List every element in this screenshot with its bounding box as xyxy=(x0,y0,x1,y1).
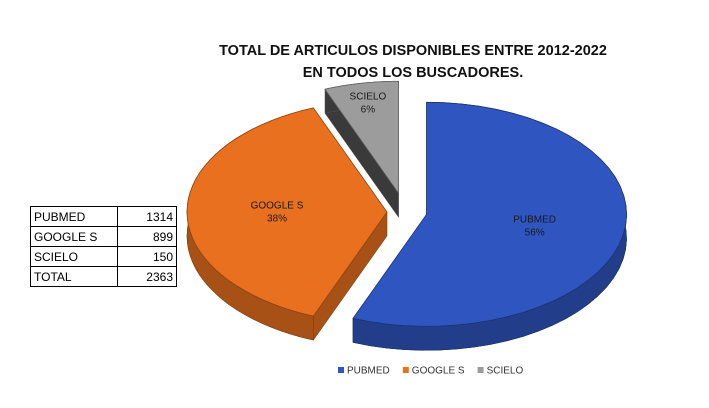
table-cell: 1314 xyxy=(117,206,177,227)
slice xyxy=(352,101,628,327)
table-row: SCIELO 150 xyxy=(30,246,177,267)
legend-label: PUBMED xyxy=(347,366,390,377)
data-table: PUBMED 1314 GOOGLE S 899 SCIELO 150 TOTAL 2363 xyxy=(30,206,177,287)
table-cell: PUBMED xyxy=(30,206,118,227)
slice-category-label: PUBMED xyxy=(513,214,556,225)
legend-swatch xyxy=(338,367,344,373)
slice-value-label: 56% xyxy=(525,227,545,238)
table-row: GOOGLE S 899 xyxy=(30,226,177,247)
table-cell: 899 xyxy=(117,226,177,247)
slice-value-label: 6% xyxy=(361,105,376,116)
table-row: PUBMED 1314 xyxy=(30,206,177,227)
legend-swatch xyxy=(402,367,409,373)
slice xyxy=(324,80,399,195)
slice xyxy=(186,107,388,317)
slice-category-label: GOOGLE S xyxy=(251,201,304,212)
table-row: TOTAL 2363 xyxy=(30,266,177,287)
table-cell: TOTAL xyxy=(30,266,118,287)
table-cell: 150 xyxy=(117,246,177,267)
table-cell: 2363 xyxy=(117,266,177,287)
table-cell: SCIELO xyxy=(30,246,118,267)
legend-swatch xyxy=(477,367,484,373)
legend-label: SCIELO xyxy=(487,366,524,377)
chart-title: TOTAL DE ARTICULOS DISPONIBLES ENTRE 201… xyxy=(219,43,607,81)
legend-label: GOOGLE S xyxy=(412,366,465,377)
slice-category-label: SCIELO xyxy=(350,92,387,103)
slice-value-label: 38% xyxy=(267,214,287,225)
table-cell: GOOGLE S xyxy=(30,226,118,247)
